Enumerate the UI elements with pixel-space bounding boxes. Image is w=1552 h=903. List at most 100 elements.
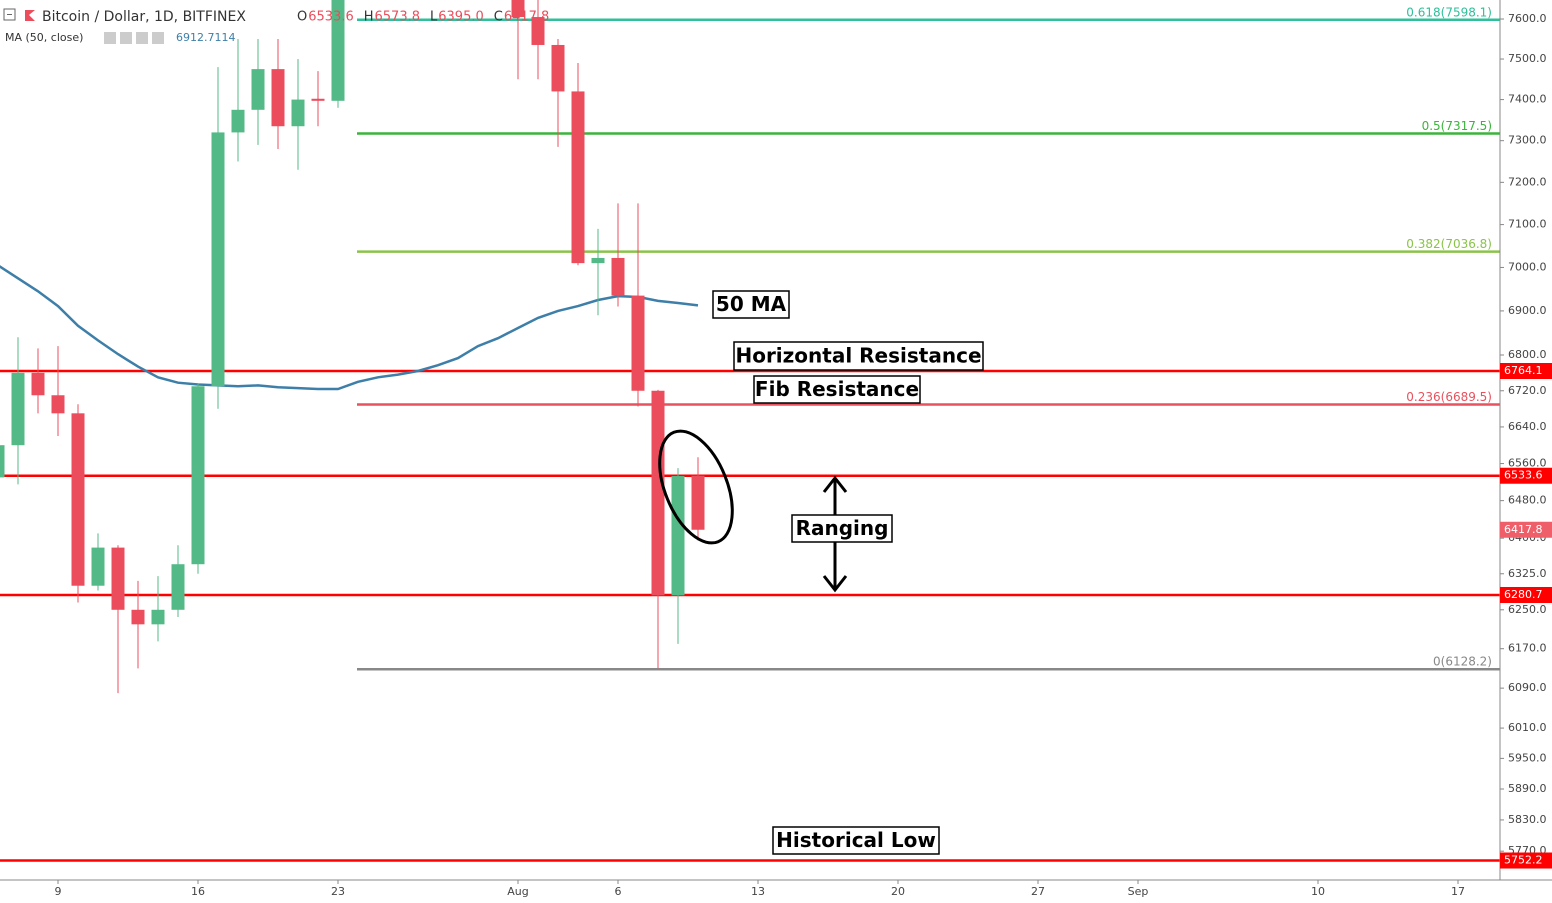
candle-body bbox=[531, 17, 545, 45]
y-tick-label: 6560.0 bbox=[1508, 457, 1547, 470]
y-tick-label: 6900.0 bbox=[1508, 304, 1547, 317]
candle-body bbox=[671, 476, 685, 596]
fib-label: 0(6128.2) bbox=[1433, 655, 1492, 669]
candle-body bbox=[511, 0, 525, 18]
y-tick-label: 5950.0 bbox=[1508, 751, 1547, 764]
candle-body bbox=[331, 0, 345, 101]
fib-label: 0.382(7036.8) bbox=[1406, 237, 1492, 251]
y-tick-label: 6480.0 bbox=[1508, 494, 1547, 507]
y-tick-label: 6640.0 bbox=[1508, 420, 1547, 433]
candle-body bbox=[131, 609, 145, 625]
price-tag-label: 6764.1 bbox=[1504, 364, 1543, 377]
y-tick-label: 5830.0 bbox=[1508, 813, 1547, 826]
y-tick-label: 7100.0 bbox=[1508, 218, 1547, 231]
candle-body bbox=[111, 547, 125, 610]
y-tick-label: 7200.0 bbox=[1508, 175, 1547, 188]
ohlc-value: 6573.8 bbox=[375, 10, 421, 25]
x-tick-label: Aug bbox=[507, 885, 528, 898]
y-tick-label: 6720.0 bbox=[1508, 384, 1547, 397]
y-tick-label: 7000.0 bbox=[1508, 260, 1547, 273]
y-tick-label: 6325.0 bbox=[1508, 567, 1547, 580]
y-tick-label: 7400.0 bbox=[1508, 93, 1547, 106]
x-tick-label: 20 bbox=[891, 885, 905, 898]
x-tick-label: 23 bbox=[331, 885, 345, 898]
price-tag bbox=[1500, 363, 1552, 380]
candle-body bbox=[151, 609, 165, 625]
y-tick-label: 6090.0 bbox=[1508, 681, 1547, 694]
price-tag-label: 6533.6 bbox=[1504, 469, 1543, 482]
ohlc-key: O bbox=[297, 10, 307, 25]
ohlc-key: L bbox=[430, 10, 438, 25]
ohlc-key: C bbox=[494, 10, 503, 25]
candle-body bbox=[251, 69, 265, 110]
candle-body bbox=[211, 132, 225, 387]
y-tick-label: 7300.0 bbox=[1508, 134, 1547, 147]
candle-body bbox=[291, 99, 305, 127]
annotation-box bbox=[712, 290, 790, 319]
fib-label: 0.236(6689.5) bbox=[1406, 390, 1492, 404]
x-tick-label: Sep bbox=[1128, 885, 1149, 898]
overlay: Bitcoin / Dollar, 1D, BITFINEX MA (50, c… bbox=[3, 5, 1492, 855]
price-tag bbox=[1500, 467, 1552, 484]
candle-body bbox=[191, 386, 205, 565]
candle-body bbox=[171, 564, 185, 610]
plot-area bbox=[0, 0, 1500, 862]
ma-legend: MA (50, close) bbox=[5, 31, 83, 44]
price-tag bbox=[1500, 586, 1552, 603]
candle-body bbox=[31, 372, 45, 396]
btn[interactable] bbox=[152, 32, 164, 44]
btn[interactable] bbox=[136, 32, 148, 44]
highlight-ellipse bbox=[658, 429, 734, 545]
x-tick-label: 6 bbox=[615, 885, 622, 898]
candle-body bbox=[51, 395, 65, 414]
candle-body bbox=[271, 69, 285, 127]
candle-body bbox=[571, 91, 585, 264]
y-tick-label: 6170.0 bbox=[1508, 642, 1547, 655]
annotation-box bbox=[733, 341, 984, 371]
last-price-tag bbox=[1500, 521, 1552, 538]
candle-body bbox=[611, 257, 625, 296]
symbol-icon bbox=[25, 10, 35, 21]
annotation-box bbox=[791, 514, 893, 543]
price-tag bbox=[1500, 852, 1552, 869]
ohlc-value: 6533.6 bbox=[308, 10, 354, 25]
price-tag-label: 6280.7 bbox=[1504, 588, 1543, 601]
y-tick-label: 6250.0 bbox=[1508, 603, 1547, 616]
annotation: Horizontal Resistance bbox=[735, 344, 981, 368]
candle-body bbox=[231, 109, 245, 133]
annotation: Fib Resistance bbox=[755, 377, 919, 401]
x-tick-label: 9 bbox=[55, 885, 62, 898]
candle-body bbox=[0, 445, 5, 478]
y-tick-label: 5890.0 bbox=[1508, 782, 1547, 795]
ohlc-value: 6395.0 bbox=[438, 10, 484, 25]
annotation-box bbox=[753, 375, 921, 404]
ohlc-key: H bbox=[364, 10, 374, 25]
candle-body bbox=[311, 98, 325, 101]
candle-body bbox=[11, 372, 25, 446]
fib-label: 0.5(7317.5) bbox=[1422, 119, 1492, 133]
x-tick-label: 17 bbox=[1451, 885, 1465, 898]
btn[interactable] bbox=[120, 32, 132, 44]
btn[interactable] bbox=[104, 32, 116, 44]
price-tag-label: 5752.2 bbox=[1504, 854, 1543, 867]
y-tick-label: 6010.0 bbox=[1508, 721, 1547, 734]
fib-label: 0.618(7598.1) bbox=[1406, 5, 1492, 19]
chart-title: Bitcoin / Dollar, 1D, BITFINEX bbox=[42, 9, 246, 25]
last-price-label: 6417.8 bbox=[1504, 523, 1543, 536]
y-tick-label: 7600.0 bbox=[1508, 12, 1547, 25]
ohlc-value: 6417.8 bbox=[504, 10, 550, 25]
candle-body bbox=[651, 390, 665, 596]
candle-body bbox=[591, 257, 605, 264]
candle-body bbox=[91, 547, 105, 586]
x-tick-label: 13 bbox=[751, 885, 765, 898]
y-tick-label: 7500.0 bbox=[1508, 52, 1547, 65]
y-tick-label: 6800.0 bbox=[1508, 348, 1547, 361]
annotation: Ranging bbox=[796, 516, 889, 540]
x-tick-label: 27 bbox=[1031, 885, 1045, 898]
ma-value: 6912.7114 bbox=[176, 31, 236, 44]
candle-body bbox=[631, 295, 645, 391]
x-tick-label: 16 bbox=[191, 885, 205, 898]
candle-body bbox=[71, 413, 85, 586]
legend-buttons bbox=[104, 32, 164, 44]
